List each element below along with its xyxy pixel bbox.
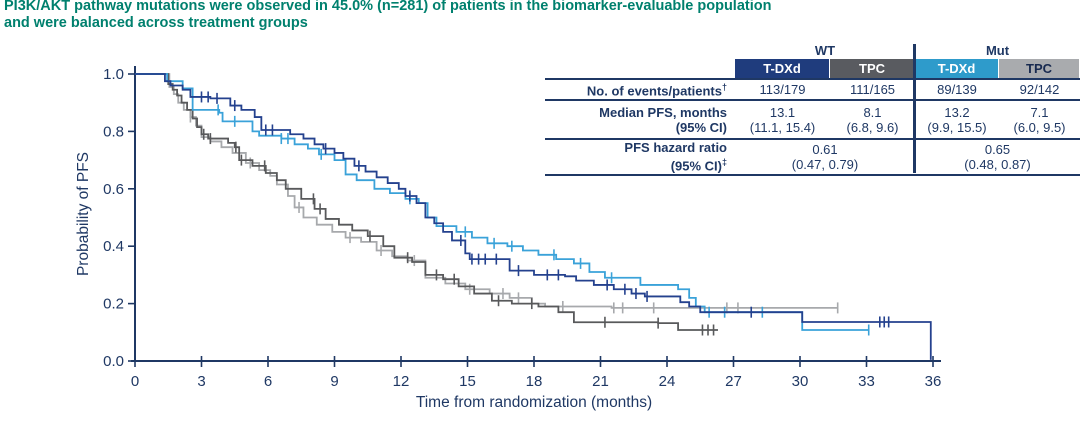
y-tick-label: 0.6: [103, 181, 124, 198]
table-column-header-row: T-DXd TPC T-DXd TPC: [545, 58, 1080, 78]
wt-mut-divider-line: [913, 44, 916, 173]
dagger-footnote-marker: †: [721, 82, 727, 93]
events-tdxd-wt: 113/179: [759, 82, 806, 97]
events-tdxd-mut: 89/139: [937, 82, 977, 97]
group-header-wt: WT: [814, 43, 836, 58]
x-tick-label: 9: [330, 373, 338, 390]
table-row-events: No. of events/patients† 113/179 111/165 …: [545, 80, 1080, 99]
table-row-hazard-ratio: PFS hazard ratio (95% CI)‡ 0.61 (0.47, 0…: [545, 140, 1080, 174]
median-tpc-mut: 7.1 (6.0, 9.5): [1013, 104, 1066, 135]
y-tick-label: 0.8: [103, 123, 124, 140]
x-tick-label: 27: [725, 373, 742, 390]
median-tpc-wt: 8.1 (6.8, 9.6): [846, 104, 899, 135]
x-tick-label: 30: [792, 373, 809, 390]
events-tpc-mut: 92/142: [1019, 82, 1060, 97]
headline-line-2: and were balanced across treatment group…: [4, 14, 308, 31]
hazard-ratio-wt: 0.61 (0.47, 0.79): [791, 142, 859, 172]
km-curve-tpc-wt-: [135, 73, 718, 331]
x-tick-label: 0: [131, 373, 139, 390]
column-header-tdxd-mut: T-DXd: [915, 58, 999, 78]
km-curve-t-dxd-wt-: [135, 73, 932, 360]
median-tdxd-mut: 13.2 (9.9, 15.5): [927, 104, 987, 135]
y-tick-label: 0.2: [103, 296, 124, 313]
x-tick-label: 6: [264, 373, 272, 390]
group-header-mut: Mut: [985, 43, 1010, 58]
table-rule: [545, 174, 1080, 176]
headline-line-1: PI3K/AKT pathway mutations were observed…: [4, 0, 772, 14]
table-rule: [545, 78, 1080, 80]
x-tick-label: 12: [393, 373, 410, 390]
median-tdxd-wt: 13.1 (11.1, 15.4): [749, 104, 816, 135]
table-group-header-row: WT Mut: [545, 44, 1080, 57]
double-dagger-footnote-marker: ‡: [721, 157, 727, 168]
column-header-tpc-wt: TPC: [830, 58, 915, 78]
row-label-hr-ci: (95% CI)‡: [670, 157, 727, 174]
x-tick-label: 3: [197, 373, 205, 390]
row-label-median-pfs: Median PFS, months: [599, 104, 727, 120]
x-tick-label: 18: [526, 373, 543, 390]
x-tick-label: 36: [925, 373, 942, 390]
table-row-median-pfs: Median PFS, months (95% CI) 13.1 (11.1, …: [545, 101, 1080, 138]
y-tick-label: 1.0: [103, 66, 124, 83]
y-tick-label: 0.0: [103, 353, 124, 370]
table-rule: [545, 99, 1080, 101]
x-tick-label: 33: [858, 373, 875, 390]
pfs-summary-table: WT Mut T-DXd TPC T-DXd TPC No. of events…: [545, 44, 1080, 176]
events-tpc-wt: 111/165: [849, 82, 896, 97]
hazard-ratio-mut: 0.65 (0.48, 0.87): [964, 142, 1031, 172]
column-header-tdxd-wt: T-DXd: [735, 58, 830, 78]
y-axis-title: Probability of PFS: [75, 152, 92, 276]
row-label-median-ci: (95% CI): [675, 119, 727, 135]
row-label-hazard-ratio: PFS hazard ratio: [624, 140, 727, 156]
slide-headline: PI3K/AKT pathway mutations were observed…: [4, 0, 1004, 31]
y-tick-label: 0.4: [103, 238, 124, 255]
x-axis-title: Time from randomization (months): [416, 394, 652, 411]
table-rule: [545, 138, 1080, 140]
x-tick-label: 24: [659, 373, 676, 390]
row-label-events: No. of events/patients: [586, 83, 722, 99]
x-tick-label: 15: [459, 373, 476, 390]
column-header-tpc-mut: TPC: [999, 58, 1080, 78]
x-tick-label: 21: [592, 373, 609, 390]
